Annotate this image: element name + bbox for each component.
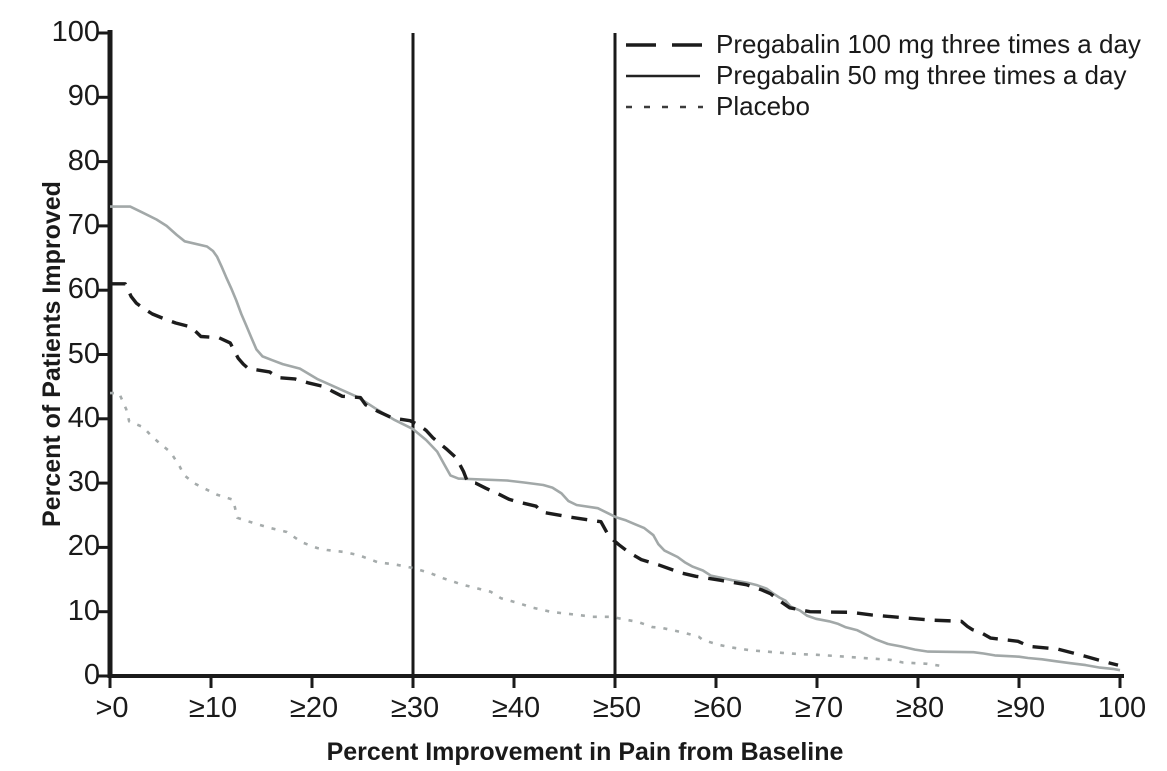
x-tick-label-100: 100 xyxy=(1097,692,1147,724)
legend-item-placebo: Placebo xyxy=(625,91,1141,122)
series-dashed-curve xyxy=(110,282,1119,667)
legend-label: Pregabalin 100 mg three times a day xyxy=(716,29,1141,59)
series-solid-curve xyxy=(110,205,1121,672)
y-tick-label-0: 0 xyxy=(83,659,100,691)
legend-label: Pregabalin 50 mg three times a day xyxy=(716,60,1127,90)
x-tick-label-80: ≥80 xyxy=(895,692,945,724)
y-tick-label-20: 20 xyxy=(67,530,100,563)
x-tick-label-60: ≥60 xyxy=(693,692,743,724)
x-tick-label-90: ≥90 xyxy=(996,692,1046,724)
legend-label: Placebo xyxy=(716,91,810,121)
x-tick-label-40: ≥40 xyxy=(491,692,541,724)
y-tick-label-40: 40 xyxy=(67,401,100,434)
x-tick-label-50: ≥50 xyxy=(592,692,642,724)
y-tick-label-90: 90 xyxy=(67,80,100,113)
y-tick-label-100: 100 xyxy=(51,16,100,48)
dashed-line-icon xyxy=(626,42,706,47)
x-tick-label-10: ≥10 xyxy=(188,692,238,724)
y-tick-label-60: 60 xyxy=(67,273,100,306)
y-tick-label-50: 50 xyxy=(67,337,100,370)
y-tick-label-70: 70 xyxy=(67,208,100,241)
y-tick-label-80: 80 xyxy=(67,144,100,177)
y-tick-label-10: 10 xyxy=(67,594,100,627)
x-tick-label-0: >0 xyxy=(95,692,129,724)
legend-item-pregabalin-50mg: Pregabalin 50 mg three times a day xyxy=(625,60,1141,91)
x-tick-label-20: ≥20 xyxy=(289,692,339,724)
x-tick-label-30: ≥30 xyxy=(390,692,440,724)
legend: Pregabalin 100 mg three times a day Preg… xyxy=(625,29,1141,122)
x-tick-label-70: ≥70 xyxy=(794,692,844,724)
legend-item-pregabalin-100mg: Pregabalin 100 mg three times a day xyxy=(625,29,1141,60)
solid-line-icon xyxy=(626,74,700,77)
series-dotted-curve xyxy=(110,391,945,668)
dotted-line-icon xyxy=(626,105,703,108)
x-axis-title: Percent Improvement in Pain from Baselin… xyxy=(326,738,844,766)
y-tick-label-30: 30 xyxy=(67,466,100,499)
